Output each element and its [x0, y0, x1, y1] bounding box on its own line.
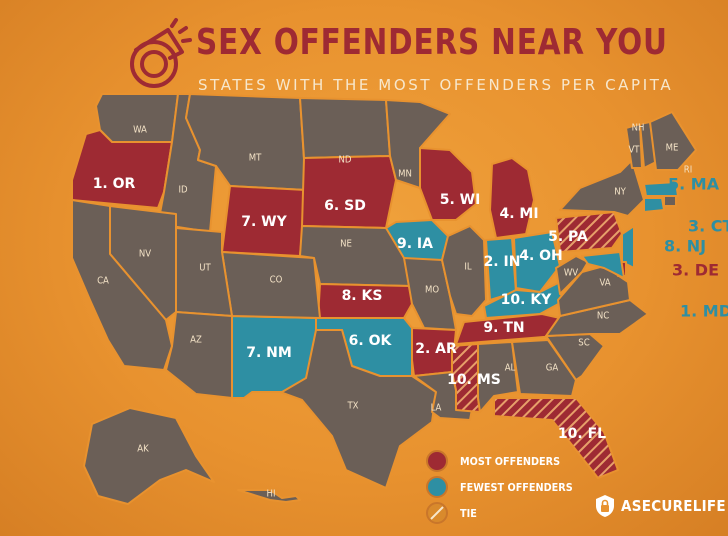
state-label-ma: 5. MA [668, 175, 720, 194]
state-label-id: ID [178, 185, 188, 196]
state-hi [237, 489, 301, 503]
state-label-ga: GA [546, 363, 559, 374]
state-label-co: CO [270, 275, 283, 286]
state-label-ky: 10. KY [501, 292, 553, 308]
state-label-ne: NE [340, 239, 352, 250]
state-label-sc: SC [578, 338, 589, 349]
state-ma [643, 181, 679, 197]
legend-label-fewest: FEWEST OFFENDERS [460, 480, 573, 494]
state-label-ca: CA [97, 276, 109, 287]
state-or [71, 129, 173, 209]
state-label-wv: WV [564, 268, 578, 279]
state-label-la: LA [431, 403, 442, 414]
state-label-nj: 8. NJ [664, 237, 706, 256]
state-wv [555, 255, 589, 295]
state-il [441, 225, 487, 317]
state-label-ms: 10. MS [447, 372, 501, 388]
state-ct [643, 197, 665, 213]
state-ri [663, 195, 677, 207]
state-label-ny: NY [614, 187, 626, 198]
state-label-sd: 6. SD [324, 198, 366, 214]
brand-name: ASECURELIFE [621, 497, 726, 515]
state-label-ar: 2. AR [415, 341, 457, 357]
state-label-or: 1. OR [93, 176, 136, 192]
state-label-mi: 4. MI [499, 206, 538, 222]
state-label-va: VA [599, 278, 610, 289]
state-label-oh: 4. OH [519, 248, 563, 264]
state-ak [83, 407, 215, 505]
state-label-me: ME [666, 143, 679, 154]
page-title: SEX OFFENDERS NEAR YOU [196, 22, 668, 63]
state-label-ri: RI [684, 165, 692, 176]
state-label-nv: NV [139, 249, 151, 260]
legend-item-most: MOST OFFENDERS [426, 448, 588, 474]
page-subtitle: STATES WITH THE MOST OFFENDERS PER CAPIT… [198, 76, 674, 94]
state-label-wi: 5. WI [440, 192, 481, 208]
state-label-nh: NH [632, 123, 645, 134]
state-label-tn: 9. TN [483, 320, 524, 336]
state-label-ks: 8. KS [342, 288, 383, 304]
state-nj [621, 225, 635, 269]
state-label-ak: AK [137, 444, 149, 455]
state-label-md: 1. MD [680, 302, 728, 321]
state-label-vt: VT [628, 145, 640, 156]
legend-swatch-most [426, 450, 448, 472]
state-label-ia: 9. IA [397, 236, 433, 252]
legend: MOST OFFENDERS FEWEST OFFENDERS TIE [426, 448, 588, 526]
state-label-mo: MO [425, 285, 439, 296]
state-me [649, 111, 697, 171]
state-ny [559, 159, 645, 217]
state-md [581, 251, 625, 279]
legend-swatch-fewest [426, 476, 448, 498]
state-label-pa: 5. PA [548, 229, 588, 245]
state-label-wy: 7. WY [241, 214, 287, 230]
whistle-icon [130, 18, 192, 88]
state-label-tx: TX [346, 401, 358, 412]
state-label-ct: 3. CT [688, 217, 728, 236]
state-pa [555, 211, 623, 253]
state-ca [71, 199, 173, 371]
state-label-nm: 7. NM [246, 345, 292, 361]
state-label-al: AL [505, 363, 516, 374]
legend-label-most: MOST OFFENDERS [460, 454, 561, 468]
state-nd [299, 97, 391, 159]
legend-item-tie: TIE [426, 500, 588, 526]
state-label-mn: MN [398, 169, 412, 180]
legend-item-fewest: FEWEST OFFENDERS [426, 474, 588, 500]
state-vt [625, 123, 643, 169]
state-label-mt: MT [249, 153, 262, 164]
legend-label-tie: TIE [460, 506, 477, 520]
state-wi [419, 147, 477, 221]
shield-lock-icon [596, 495, 614, 517]
state-oh [513, 231, 561, 293]
state-ga [511, 339, 577, 397]
state-label-hi: HI [267, 489, 276, 500]
state-label-nc: NC [597, 311, 609, 322]
state-label-fl: 10. FL [558, 426, 606, 442]
state-label-ok: 6. OK [349, 333, 393, 349]
state-label-de: 3. DE [672, 261, 719, 280]
states-layer [71, 93, 697, 505]
state-sd [301, 155, 397, 229]
state-label-il: IL [464, 262, 472, 273]
state-label-ut: UT [199, 263, 211, 274]
state-az [165, 311, 233, 399]
labels-layer: WA 1. OR ID MT 7. WY ND 6. SD NE 8. KS 6. OK TX 7. … [93, 123, 728, 500]
state-nm [231, 315, 317, 399]
state-fl [493, 397, 619, 479]
state-label-wa: WA [133, 125, 147, 136]
state-label-in: 2. IN [484, 254, 521, 270]
state-label-nd: ND [339, 155, 352, 166]
state-label-az: AZ [190, 335, 202, 346]
brand-logo: ASECURELIFE [594, 494, 728, 518]
legend-swatch-tie [426, 502, 448, 524]
state-mi [489, 157, 535, 239]
